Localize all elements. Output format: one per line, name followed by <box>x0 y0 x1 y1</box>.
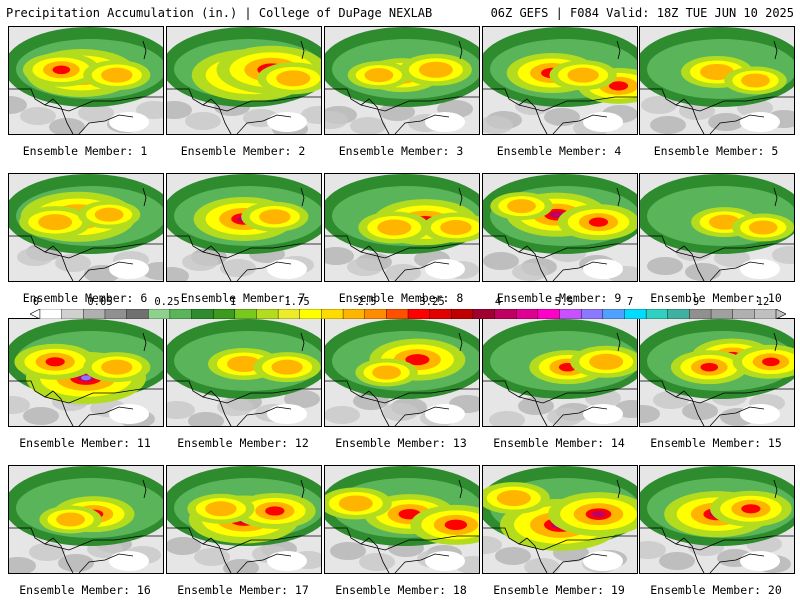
ensemble-member-label: Ensemble Member: 20 <box>650 583 782 597</box>
model-valid-time: 06Z GEFS | F084 Valid: 18Z TUE JUN 10 20… <box>490 6 794 20</box>
ensemble-member-label: Ensemble Member: 2 <box>180 144 306 158</box>
ensemble-member-map <box>166 173 322 282</box>
colorbar-swatch <box>429 309 452 319</box>
precip-colorbar <box>30 309 786 319</box>
colorbar-swatch <box>494 309 517 319</box>
ensemble-member-map <box>324 173 480 282</box>
colorbar-swatch <box>451 309 474 319</box>
colorbar-tick-label: 2.5 <box>357 296 377 308</box>
colorbar-swatch <box>386 309 409 319</box>
colorbar-swatch <box>364 309 387 319</box>
colorbar-swatch <box>472 309 496 319</box>
colorbar-tick-label: 0 <box>32 296 40 308</box>
ensemble-member-label: Ensemble Member: 1 <box>22 144 148 158</box>
colorbar-swatch <box>516 309 539 319</box>
ensemble-member-map <box>639 318 795 427</box>
colorbar-swatch <box>321 309 344 319</box>
colorbar-swatch <box>580 309 604 319</box>
colorbar-swatch <box>148 309 171 319</box>
colorbar-swatch <box>277 309 301 319</box>
ensemble-member-label: Ensemble Member: 14 <box>493 436 625 450</box>
colorbar-swatch <box>624 309 647 319</box>
colorbar-swatch <box>689 309 712 319</box>
ensemble-member-map <box>482 173 638 282</box>
colorbar-swatch <box>256 309 279 319</box>
ensemble-member-label: Ensemble Member: 15 <box>650 436 782 450</box>
colorbar-swatch <box>61 309 84 319</box>
ensemble-member-label: Ensemble Member: 18 <box>335 583 467 597</box>
ensemble-member-map <box>166 26 322 135</box>
colorbar-tick-label: 7 <box>626 296 634 308</box>
colorbar-swatch <box>732 309 755 319</box>
colorbar-swatch <box>407 309 431 319</box>
colorbar-tick-label: 0.05 <box>87 296 113 308</box>
ensemble-member-map <box>166 318 322 427</box>
colorbar-swatch <box>559 309 582 319</box>
ensemble-member-map <box>482 26 638 135</box>
colorbar-tick-label: 0.25 <box>154 296 180 308</box>
colorbar-tick-label: 4 <box>494 296 502 308</box>
ensemble-member-map <box>324 318 480 427</box>
colorbar-swatch <box>104 309 128 319</box>
ensemble-member-map <box>639 465 795 574</box>
colorbar-swatch <box>299 309 322 319</box>
colorbar-swatch <box>602 309 625 319</box>
colorbar-swatch <box>754 309 777 319</box>
ensemble-member-map <box>482 318 638 427</box>
colorbar-swatch <box>126 309 149 319</box>
ensemble-member-label: Ensemble Member: 12 <box>177 436 309 450</box>
ensemble-member-label: Ensemble Member: 13 <box>335 436 467 450</box>
ensemble-member-label: Ensemble Member: 19 <box>493 583 625 597</box>
colorbar-swatch <box>39 309 63 319</box>
colorbar-swatch <box>212 309 236 319</box>
colorbar-tick-label: 1 <box>229 296 237 308</box>
product-title: Precipitation Accumulation (in.) | Colle… <box>6 6 433 20</box>
ensemble-member-label: Ensemble Member: 9 <box>496 291 622 305</box>
colorbar-swatch <box>83 309 106 319</box>
ensemble-member-label: Ensemble Member: 7 <box>180 291 306 305</box>
ensemble-member-label: Ensemble Member: 10 <box>650 291 782 305</box>
ensemble-member-map <box>324 26 480 135</box>
ensemble-member-map <box>166 465 322 574</box>
colorbar-tick-label: 3.25 <box>419 296 445 308</box>
ensemble-member-map <box>8 26 164 135</box>
colorbar-swatch <box>342 309 366 319</box>
ensemble-member-label: Ensemble Member: 6 <box>22 291 148 305</box>
ensemble-member-map <box>639 26 795 135</box>
colorbar-tick-label: 12 <box>756 296 770 308</box>
ensemble-member-map <box>8 318 164 427</box>
colorbar-swatch <box>169 309 193 319</box>
ensemble-member-label: Ensemble Member: 16 <box>19 583 151 597</box>
ensemble-member-label: Ensemble Member: 17 <box>177 583 309 597</box>
colorbar-tick-label: 5.5 <box>554 296 574 308</box>
colorbar-swatch <box>710 309 734 319</box>
ensemble-member-label: Ensemble Member: 4 <box>496 144 622 158</box>
colorbar-swatch <box>667 309 690 319</box>
colorbar-swatch <box>537 309 561 319</box>
colorbar-swatch <box>645 309 669 319</box>
ensemble-member-label: Ensemble Member: 3 <box>338 144 464 158</box>
ensemble-member-label: Ensemble Member: 8 <box>338 291 464 305</box>
colorbar-tick-label: 9 <box>692 296 700 308</box>
ensemble-member-map <box>8 173 164 282</box>
ensemble-member-label: Ensemble Member: 11 <box>19 436 151 450</box>
colorbar-tick-label: 1.75 <box>284 296 310 308</box>
ensemble-member-map <box>8 465 164 574</box>
ensemble-member-map <box>482 465 638 574</box>
ensemble-member-label: Ensemble Member: 5 <box>653 144 779 158</box>
colorbar-swatch <box>191 309 214 319</box>
ensemble-member-map <box>324 465 480 574</box>
colorbar-swatch <box>234 309 257 319</box>
ensemble-member-map <box>639 173 795 282</box>
